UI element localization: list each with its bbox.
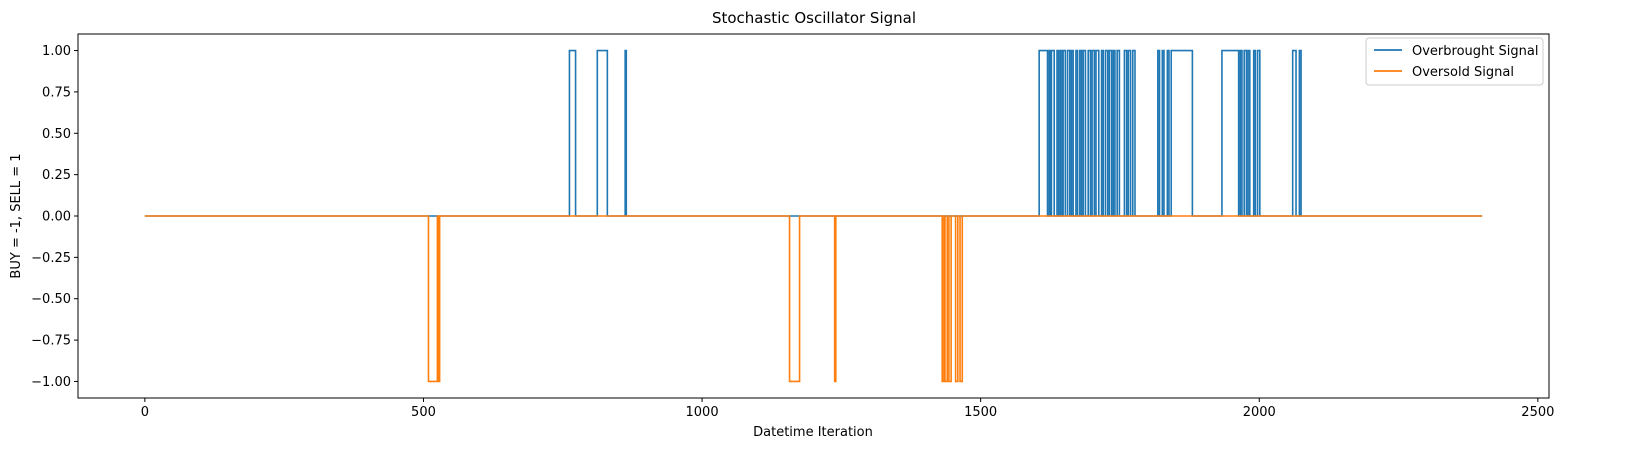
- y-tick-label: 0.25: [42, 168, 71, 183]
- plot-area: [144, 49, 1483, 383]
- y-tick-label: −0.75: [31, 334, 71, 349]
- x-tick-label: 1000: [686, 405, 719, 420]
- y-axis: 1.00 0.75 0.50 0.25 0.00 −0.25 −0.50 −0.75 −1.00: [31, 44, 78, 390]
- x-tick-label: 1500: [964, 405, 997, 420]
- chart-title: Stochastic Oscillator Signal: [712, 9, 916, 27]
- x-axis-label: Datetime Iteration: [753, 425, 873, 440]
- y-tick-label: 0.50: [42, 127, 71, 142]
- legend-label: Oversold Signal: [1412, 65, 1514, 80]
- x-tick-label: 0: [141, 405, 149, 420]
- y-tick-label: −0.25: [31, 251, 71, 266]
- series-line-oversold: [144, 215, 1483, 383]
- legend: Overbrought Signal Oversold Signal: [1365, 37, 1544, 86]
- x-tick-label: 2000: [1243, 405, 1276, 420]
- y-tick-label: 0.75: [42, 85, 71, 100]
- y-tick-label: −0.50: [31, 292, 71, 307]
- y-tick-label: 1.00: [42, 44, 71, 59]
- legend-box: [1365, 37, 1544, 86]
- x-axis: 0 500 1000 1500 2000 2500: [141, 398, 1554, 420]
- x-tick-label: 500: [411, 405, 436, 420]
- y-axis-label: BUY = -1, SELL = 1: [9, 153, 24, 278]
- legend-label: Overbrought Signal: [1412, 44, 1538, 59]
- x-tick-label: 2500: [1521, 405, 1554, 420]
- y-tick-label: −1.00: [31, 375, 71, 390]
- y-tick-label: 0.00: [42, 210, 71, 225]
